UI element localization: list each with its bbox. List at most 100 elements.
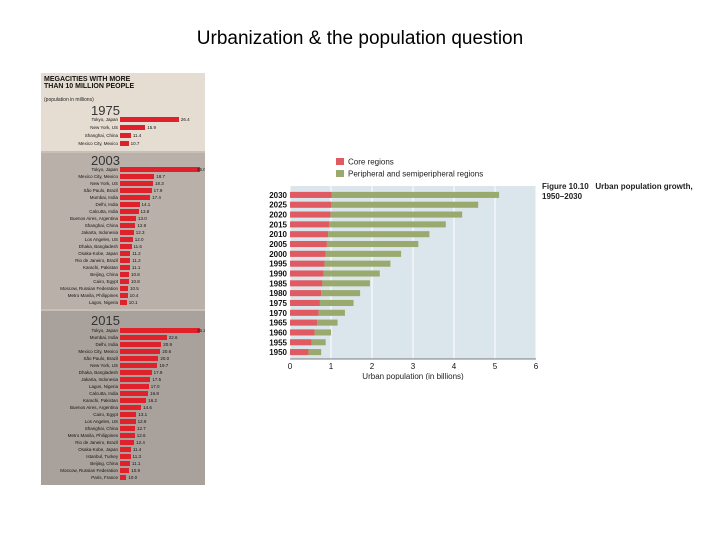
x-tick-label: 1 (329, 362, 334, 371)
city-value: 10.0 (128, 475, 138, 480)
megacities-year-label: 2003 (91, 153, 120, 168)
city-bar (120, 398, 147, 403)
category-label: 2010 (269, 230, 287, 239)
bar-peripheral (326, 240, 419, 248)
category-label: 1955 (269, 338, 287, 347)
city-value: 10.5 (130, 286, 139, 291)
city-label: Los Angeles, US (84, 237, 118, 242)
city-bar (120, 412, 137, 417)
city-value: 11.3 (132, 454, 141, 459)
category-label: 1960 (269, 328, 287, 337)
city-label: New York, US (90, 125, 118, 130)
city-bar (120, 188, 152, 193)
category-label: 1970 (269, 309, 287, 318)
city-bar (120, 475, 127, 480)
city-label: Metro Manila, Philippines (67, 433, 118, 438)
city-label: Mumbai, India (89, 195, 118, 200)
megacities-block-2015: 2015 Tokyo, Japan 36.2 Mumbai, India 22.6 Del… (41, 311, 205, 485)
city-value: 11.4 (132, 447, 142, 452)
city-label: Dhaka, Bangladesh (78, 244, 118, 249)
bar-peripheral (322, 280, 370, 287)
city-value: 10.8 (130, 279, 140, 284)
city-value: 22.6 (168, 335, 178, 340)
x-tick-label: 4 (452, 362, 457, 371)
city-bar (120, 447, 131, 452)
city-value: 26.4 (180, 117, 190, 122)
x-axis-label: Urban population (in billions) (362, 372, 464, 380)
city-bar (120, 279, 129, 284)
city-value: 11.1 (131, 265, 141, 270)
city-label: Rio de Janeiro, Brazil (75, 440, 118, 445)
city-label: Cairo, Egypt (93, 279, 118, 284)
city-value: 13.0 (138, 216, 147, 221)
bar-core (290, 339, 312, 346)
city-label: Karachi, Pakistan (82, 265, 118, 270)
city-label: Tokyo, Japan (91, 117, 118, 122)
megacities-block-2003: 2003 Tokyo, Japan 35.0 Mexico City, Mexico 1… (41, 153, 205, 309)
bar-core (290, 309, 319, 316)
bar-peripheral (318, 309, 345, 316)
city-label: Calcutta, India (89, 209, 118, 214)
city-value: 20.6 (162, 349, 172, 354)
city-label: Delhi, India (95, 342, 118, 347)
city-bar (120, 328, 200, 333)
bar-core (290, 221, 330, 228)
city-label: Lagos, Nigeria (88, 384, 118, 389)
city-label: Rio de Janeiro, Brazil (75, 258, 118, 263)
city-value: 12.3 (135, 230, 145, 235)
city-label: Shanghai, China (84, 133, 118, 138)
category-label: 2030 (269, 191, 287, 200)
city-label: Mexico City, Mexico (78, 349, 118, 354)
city-bar (120, 251, 131, 256)
bar-peripheral (317, 319, 338, 326)
city-label: Jakarta, Indonesia (81, 377, 118, 382)
city-bar (120, 141, 129, 146)
city-value: 12.9 (137, 419, 147, 424)
category-label: 1990 (269, 270, 287, 279)
city-value: 10.7 (130, 141, 140, 146)
bar-core (290, 319, 318, 326)
category-label: 2020 (269, 211, 287, 220)
x-tick-label: 0 (288, 362, 293, 371)
city-bar (120, 258, 131, 263)
city-value: 10.1 (128, 300, 138, 305)
city-label: Calcutta, India (89, 391, 118, 396)
bar-core (290, 329, 315, 336)
city-label: Moscow, Russian Federation (60, 468, 118, 473)
city-value: 17.9 (153, 188, 163, 193)
bar-peripheral (311, 339, 326, 346)
x-tick-label: 5 (493, 362, 498, 371)
city-bar (120, 265, 130, 270)
city-value: 16.8 (150, 391, 159, 396)
megacities-subheader: (population in millions) (44, 97, 94, 103)
city-bar (120, 468, 130, 473)
legend-label: Core regions (348, 158, 394, 167)
bar-core (290, 260, 325, 267)
city-bar (120, 405, 142, 410)
city-label: Karachi, Pakistan (82, 398, 118, 403)
city-bar (120, 117, 179, 122)
city-bar (120, 454, 131, 459)
city-value: 18.7 (156, 174, 165, 179)
city-value: 11.1 (131, 461, 141, 466)
slide-title: Urbanization & the population question (196, 28, 524, 49)
city-value: 20.9 (163, 342, 173, 347)
city-label: Mexico City, Mexico (78, 141, 118, 146)
category-label: 1975 (269, 299, 287, 308)
city-value: 10.9 (131, 468, 141, 473)
city-bar (120, 195, 151, 200)
legend-swatch (336, 158, 344, 165)
x-tick-label: 2 (370, 362, 375, 371)
city-value: 11.2 (132, 251, 141, 256)
bar-peripheral (319, 299, 354, 307)
city-value: 36.2 (197, 328, 205, 333)
city-value: 20.0 (160, 356, 170, 361)
bar-core (290, 240, 327, 248)
city-value: 12.6 (136, 433, 146, 438)
bar-peripheral (329, 221, 446, 228)
megacities-year-label: 1975 (91, 103, 120, 118)
city-label: Tokyo, Japan (91, 167, 118, 172)
category-label: 2005 (269, 240, 287, 249)
city-label: Los Angeles, US (84, 419, 118, 424)
city-bar (120, 363, 158, 368)
